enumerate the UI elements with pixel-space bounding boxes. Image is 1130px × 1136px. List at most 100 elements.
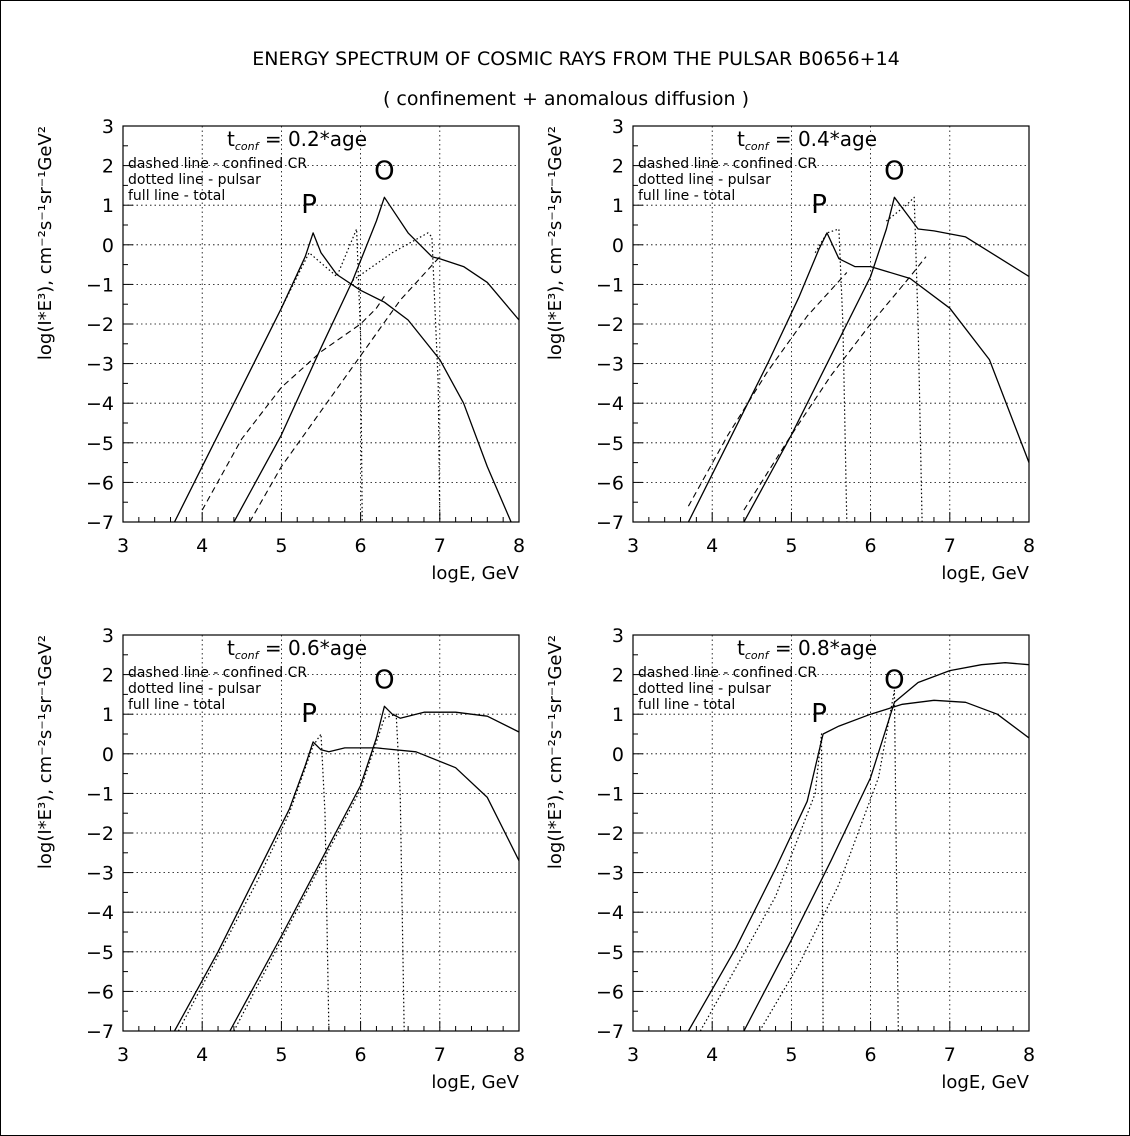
y-tick-label: 0	[612, 744, 624, 766]
chart-panel-1: 3 4 5 6 7 8 −7 −6 −5 −4 −3 −2 −1 0 1 2 3 logE, GeV log(I*E…	[35, 116, 525, 584]
x-tick-label: 6	[355, 535, 367, 557]
x-tick-label: 4	[196, 1044, 208, 1066]
y-tick-label: −2	[86, 314, 114, 336]
x-tick-label: 8	[513, 535, 525, 557]
series-line-solid	[687, 699, 1029, 1031]
y-tick-label: −1	[596, 783, 624, 805]
y-tick-label: −6	[596, 981, 624, 1003]
y-tick-label: −5	[86, 942, 114, 964]
y-tick-label: −7	[596, 512, 624, 534]
y-tick-label: −4	[596, 902, 624, 924]
panel-title-t: t	[227, 636, 235, 660]
y-tick-label: 2	[102, 156, 114, 178]
y-tick-label: −6	[86, 981, 114, 1003]
x-tick-label: 7	[434, 535, 446, 557]
series-line-solid	[173, 232, 512, 522]
y-tick-label: 0	[102, 235, 114, 257]
y-tick-label: 2	[612, 156, 624, 178]
y-tick-label: 3	[612, 116, 624, 138]
x-tick-label: 5	[275, 535, 287, 557]
y-tick-label: 3	[612, 625, 624, 647]
x-tick-label: 8	[1023, 535, 1035, 557]
x-tick-label: 6	[865, 535, 877, 557]
legend-entry: full line - total	[638, 188, 735, 204]
panel-title-t: t	[227, 127, 235, 151]
y-tick-label: −5	[86, 433, 114, 455]
series-line-dotted	[280, 228, 363, 522]
legend-entry: dashed line - confined CR	[638, 156, 817, 172]
y-axis-label: log(I*E³), cm⁻²s⁻¹sr⁻¹GeV²	[35, 635, 56, 869]
peak-label-O: O	[884, 156, 904, 186]
panel-title-subscript: conf	[745, 649, 771, 662]
x-axis-label: logE, GeV	[941, 563, 1029, 584]
x-tick-label: 5	[275, 1044, 287, 1066]
panel-title-t: t	[737, 636, 745, 660]
series-line-solid	[743, 662, 1029, 1031]
peak-label-P: P	[811, 699, 827, 729]
y-tick-label: −2	[596, 823, 624, 845]
panel-title-subscript: conf	[745, 140, 771, 153]
y-tick-label: −3	[86, 863, 114, 885]
x-tick-label: 7	[944, 1044, 956, 1066]
y-tick-label: 2	[102, 665, 114, 687]
series-line-solid	[233, 196, 519, 522]
x-axis-label: logE, GeV	[431, 563, 519, 584]
chart-panel-2: 3 4 5 6 7 8 −7 −6 −5 −4 −3 −2 −1 0 1 2 3 logE, GeV log(I*E…	[545, 116, 1035, 584]
y-tick-label: −2	[86, 823, 114, 845]
x-tick-label: 4	[706, 1044, 718, 1066]
legend-entry: dashed line - confined CR	[638, 665, 817, 681]
panel-title-value: = 0.8*age	[768, 636, 877, 660]
y-tick-label: 0	[102, 744, 114, 766]
y-tick-label: −3	[596, 354, 624, 376]
x-tick-label: 3	[117, 535, 129, 557]
series-line-dashed	[743, 256, 927, 511]
y-tick-label: −6	[86, 472, 114, 494]
y-tick-label: −2	[596, 314, 624, 336]
y-tick-label: −1	[86, 783, 114, 805]
legend-entry: dashed line - confined CR	[128, 665, 307, 681]
y-tick-label: −7	[86, 1021, 114, 1043]
curves	[173, 196, 519, 522]
y-tick-label: 1	[612, 704, 624, 726]
x-tick-label: 5	[785, 535, 797, 557]
peak-label-P: P	[811, 190, 827, 220]
panel-title: tconf = 0.2*age	[227, 127, 367, 153]
panel-title: tconf = 0.6*age	[227, 636, 367, 662]
x-tick-label: 7	[944, 535, 956, 557]
x-tick-label: 8	[513, 1044, 525, 1066]
x-axis-label: logE, GeV	[941, 1072, 1029, 1093]
peak-label-P: P	[301, 699, 317, 729]
legend-entry: full line - total	[128, 188, 225, 204]
y-tick-label: −5	[596, 942, 624, 964]
y-tick-label: −6	[596, 472, 624, 494]
x-tick-label: 4	[196, 535, 208, 557]
y-tick-label: −1	[596, 274, 624, 296]
x-tick-label: 4	[706, 535, 718, 557]
curves	[173, 705, 519, 1031]
x-tick-label: 3	[117, 1044, 129, 1066]
y-tick-label: −3	[596, 863, 624, 885]
y-tick-label: 1	[102, 195, 114, 217]
y-tick-label: 1	[102, 704, 114, 726]
y-tick-label: −3	[86, 354, 114, 376]
series-line-dotted	[759, 689, 899, 1031]
y-axis-label: log(I*E³), cm⁻²s⁻¹sr⁻¹GeV²	[35, 126, 56, 360]
chart-panel-3: 3 4 5 6 7 8 −7 −6 −5 −4 −3 −2 −1 0 1 2 3 logE, GeV log(I*E…	[35, 625, 525, 1093]
x-axis-label: logE, GeV	[431, 1072, 519, 1093]
y-tick-label: 2	[612, 665, 624, 687]
peak-label-O: O	[884, 665, 904, 695]
peak-label-P: P	[301, 190, 317, 220]
y-tick-label: −4	[596, 393, 624, 415]
peak-label-O: O	[374, 156, 394, 186]
curves	[687, 662, 1029, 1031]
legend-entry: dotted line - pulsar	[128, 681, 261, 697]
series-line-dashed	[201, 295, 385, 511]
series-line-dotted	[699, 733, 824, 1031]
chart-panels: 3 4 5 6 7 8 −7 −6 −5 −4 −3 −2 −1 0 1 2 3 logE, GeV log(I*E…	[35, 116, 1035, 1093]
y-tick-label: −4	[86, 393, 114, 415]
series-line-dotted	[814, 228, 848, 522]
x-tick-label: 6	[355, 1044, 367, 1066]
curves	[687, 196, 1029, 522]
